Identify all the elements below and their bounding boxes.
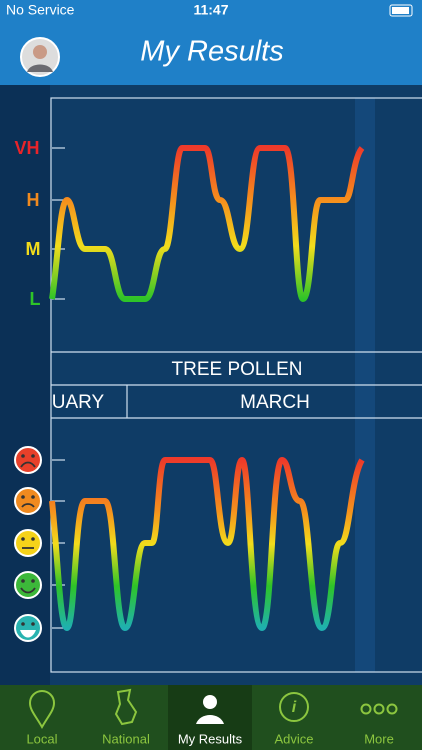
tab-icon[interactable]	[279, 692, 309, 722]
month-label: MARCH	[240, 392, 310, 413]
tab-label[interactable]: My Results	[178, 731, 243, 746]
tab-label[interactable]: Advice	[274, 731, 313, 746]
tab-icon[interactable]	[114, 688, 138, 726]
tab-label[interactable]: Local	[26, 731, 57, 746]
avatar-body	[27, 64, 53, 72]
clock: 11:47	[193, 2, 228, 18]
tab-icon-body	[196, 715, 224, 724]
pollen-curve	[49, 145, 365, 303]
level-label: VH	[14, 138, 39, 158]
battery	[389, 4, 413, 17]
tab-label[interactable]: National	[102, 731, 150, 746]
level-label: H	[27, 190, 40, 210]
symptom-curve	[49, 456, 365, 632]
tab-icon[interactable]	[360, 703, 398, 715]
face-grin	[20, 630, 36, 638]
level-label: M	[26, 239, 41, 259]
face-mouths	[20, 461, 36, 594]
carrier: No Service	[6, 2, 75, 18]
battery-level	[392, 7, 409, 14]
chart-title: TREE POLLEN	[172, 359, 303, 380]
face-eyes	[21, 454, 35, 626]
tab-icon[interactable]	[203, 695, 217, 709]
month-label: UARY	[52, 392, 105, 413]
header-title: My Results	[140, 36, 283, 68]
tab-icon[interactable]	[28, 690, 56, 729]
grid	[50, 97, 422, 673]
avatar-head	[33, 45, 47, 59]
level-label: L	[30, 289, 41, 309]
info-glyph: i	[292, 699, 297, 716]
faces	[14, 446, 42, 642]
tab-label[interactable]: More	[364, 731, 394, 746]
header-bg	[0, 0, 422, 85]
